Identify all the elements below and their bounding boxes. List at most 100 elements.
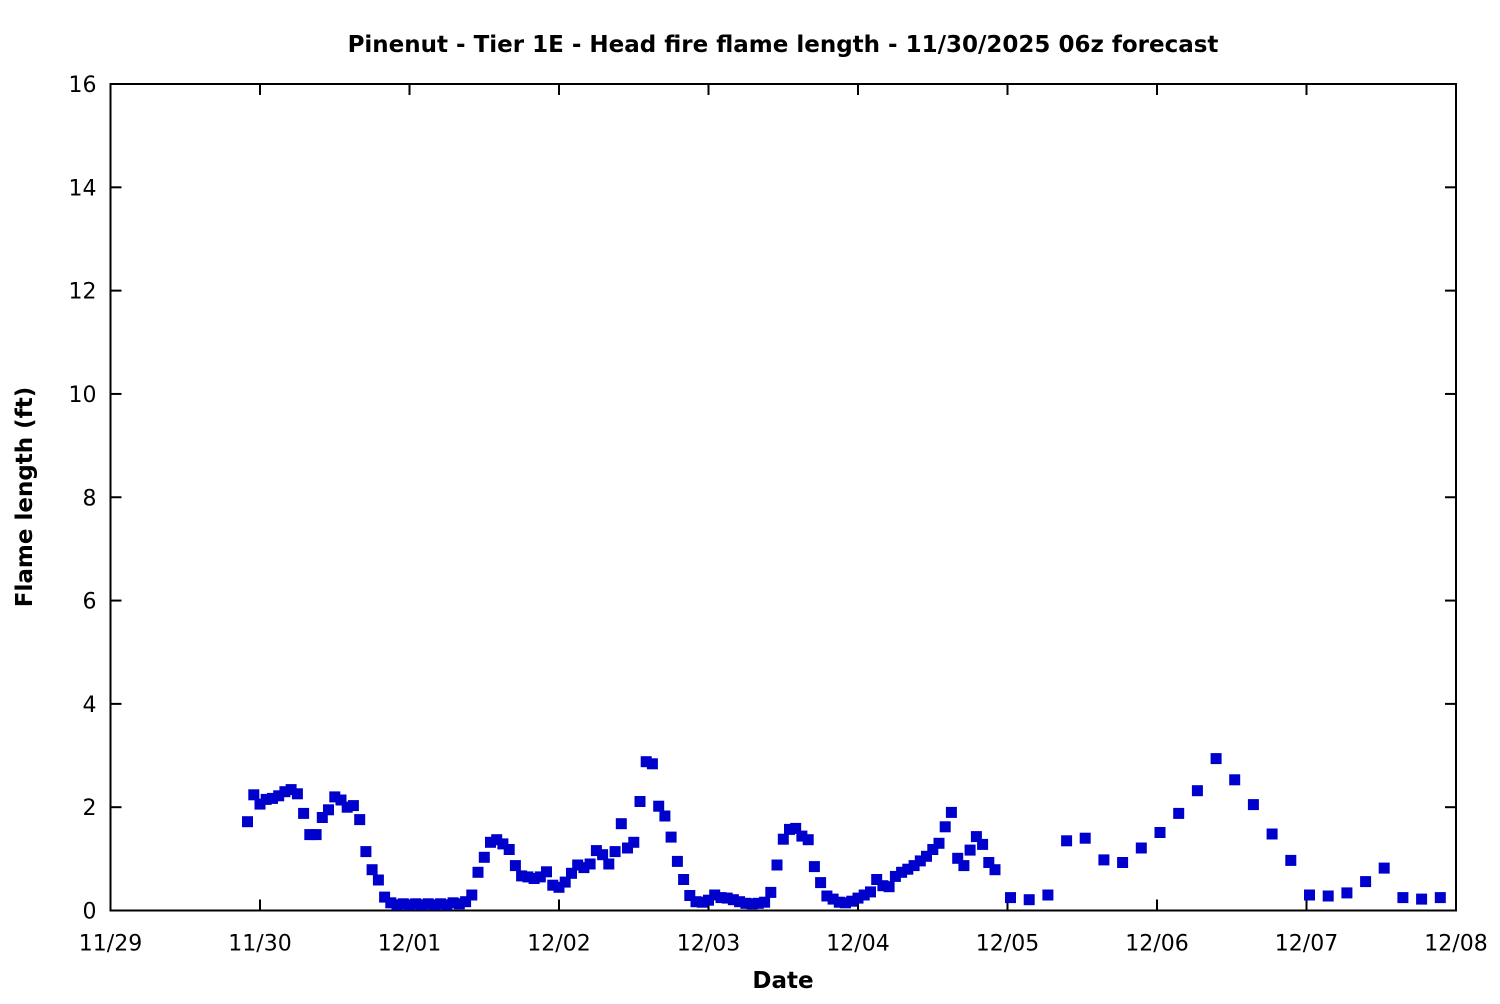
data-point-marker (833, 896, 845, 908)
data-point-marker (653, 800, 665, 812)
data-point-marker (254, 798, 266, 810)
y-tick-label: 4 (83, 693, 97, 718)
x-tick-label: 12/01 (378, 932, 441, 957)
data-point-marker (1117, 857, 1129, 868)
data-point-marker (958, 860, 970, 872)
data-point-marker (665, 831, 677, 843)
data-point-marker (329, 791, 341, 803)
data-point-marker (528, 873, 540, 884)
y-tick-label: 8 (83, 486, 97, 511)
y-tick-label: 16 (69, 73, 97, 98)
data-point-marker (740, 897, 752, 909)
data-point-marker (541, 866, 552, 878)
data-point-marker (379, 891, 391, 903)
data-point-marker (777, 833, 789, 845)
data-point-marker (671, 855, 683, 867)
data-point-marker (784, 823, 795, 835)
data-point-marker (628, 836, 640, 848)
chart-title: Pinenut - Tier 1E - Head fire flame leng… (348, 32, 1219, 58)
data-point-marker (734, 896, 746, 908)
data-point-marker (715, 892, 727, 904)
data-point-marker (416, 899, 428, 911)
data-point-marker (354, 814, 366, 826)
data-point-marker (310, 829, 322, 841)
data-point-marker (1061, 835, 1073, 847)
x-tick-label: 12/05 (976, 932, 1039, 957)
data-point-marker (453, 898, 465, 910)
data-point-marker (435, 898, 447, 910)
data-point-marker (889, 870, 901, 882)
data-point-marker (553, 881, 565, 893)
data-point-marker (497, 838, 509, 850)
data-point-marker (260, 793, 272, 805)
data-point-marker (578, 862, 590, 874)
data-point-marker (790, 822, 802, 834)
data-point-marker (933, 837, 945, 849)
x-tick-label: 12/04 (826, 932, 889, 957)
data-point-marker (1434, 892, 1446, 904)
data-point-marker (478, 851, 490, 863)
data-point-marker (821, 890, 833, 902)
data-point-marker (883, 881, 895, 893)
data-point-marker (615, 818, 627, 830)
data-point-marker (385, 897, 397, 909)
data-point-marker (279, 786, 291, 798)
data-point-marker (752, 897, 764, 909)
data-point-marker (1005, 892, 1016, 904)
data-point-marker (945, 806, 957, 818)
y-tick-label: 2 (83, 796, 97, 821)
data-point-marker (522, 871, 534, 883)
data-point-marker (1135, 842, 1147, 854)
data-point-marker (902, 863, 914, 875)
data-point-marker (503, 844, 515, 855)
data-point-marker (840, 897, 851, 909)
data-point-marker (709, 889, 721, 901)
data-point-marker (802, 834, 814, 846)
data-point-marker (977, 838, 989, 850)
data-point-marker (1154, 827, 1166, 838)
data-point-marker (366, 864, 378, 876)
data-point-marker (690, 896, 702, 908)
data-point-marker (1210, 753, 1222, 765)
x-tick-label: 11/29 (79, 932, 142, 957)
data-point-marker (360, 846, 372, 858)
data-point-marker (852, 892, 864, 904)
data-point-marker (273, 790, 285, 802)
data-point-marker (914, 855, 926, 867)
data-point-marker (871, 874, 883, 885)
data-point-marker (684, 890, 696, 901)
x-axis-label: Date (752, 968, 813, 994)
data-point-marker (248, 789, 260, 801)
data-point-marker (877, 880, 889, 892)
data-point-marker (1023, 894, 1035, 906)
data-point-marker (410, 898, 422, 910)
y-tick-label: 14 (69, 176, 97, 201)
data-point-marker (603, 858, 615, 870)
y-axis-label: Flame length (ft) (12, 387, 38, 607)
data-point-marker (509, 860, 521, 872)
data-point-marker (846, 895, 858, 907)
plot-border (109, 83, 1457, 912)
data-point-marker (566, 867, 577, 879)
data-point-marker (534, 871, 546, 883)
data-point-marker (491, 834, 503, 846)
data-point-marker (746, 898, 758, 910)
data-point-marker (485, 836, 496, 848)
x-tick-label: 12/03 (677, 932, 740, 957)
x-tick-label: 12/02 (527, 932, 590, 957)
x-tick-label: 11/30 (228, 932, 291, 957)
data-point-marker (1285, 854, 1297, 866)
data-point-marker (1341, 887, 1353, 899)
data-point-marker (727, 894, 739, 906)
data-point-marker (640, 756, 652, 768)
data-point-marker (1079, 832, 1091, 844)
data-point-marker (1042, 889, 1054, 901)
data-point-marker (939, 821, 951, 833)
data-point-marker (622, 842, 633, 854)
data-point-marker (983, 857, 995, 868)
data-point-marker (404, 899, 415, 911)
data-point-marker (397, 898, 409, 910)
data-point-marker (516, 870, 528, 882)
data-point-marker (771, 859, 783, 871)
